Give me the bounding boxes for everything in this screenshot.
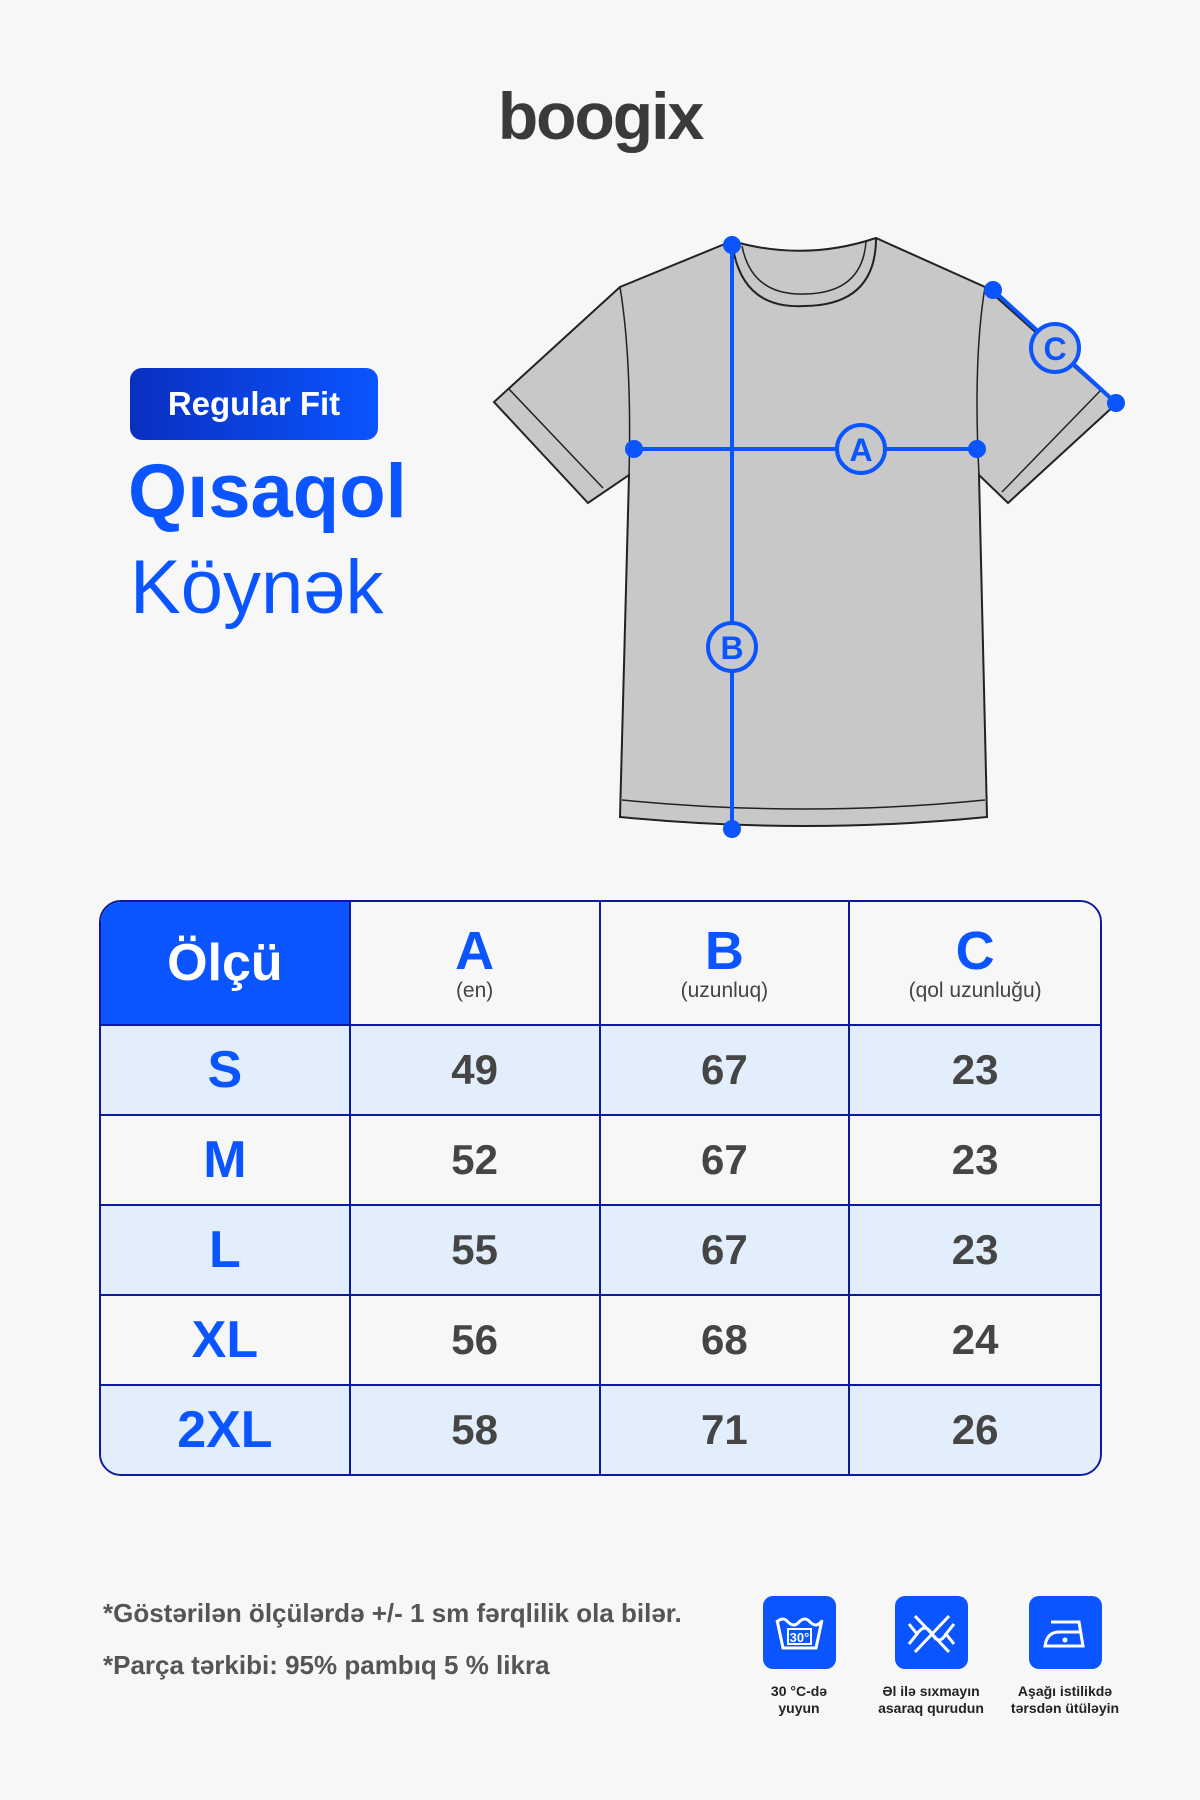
cell-size: M bbox=[101, 1116, 351, 1206]
note-fabric: *Parça tərkibi: 95% pambıq 5 % likra bbox=[103, 1650, 550, 1680]
cell-a: 58 bbox=[350, 1386, 601, 1474]
table-row: S 49 67 23 bbox=[101, 1026, 1100, 1116]
header-b: B (uzunluq) bbox=[600, 902, 851, 1026]
cell-c: 23 bbox=[850, 1206, 1100, 1296]
note-tolerance: *Göstərilən ölçülərdə +/- 1 sm fərqlilik… bbox=[103, 1598, 682, 1628]
tshirt-shape bbox=[492, 236, 1118, 827]
cell-a: 55 bbox=[350, 1206, 601, 1296]
care-label-line2: tərsdən ütüləyin bbox=[1010, 1700, 1120, 1716]
table-header: Ölçü A (en) B (uzunluq) C (qol uzunluğu) bbox=[101, 902, 1100, 1026]
cell-a: 52 bbox=[350, 1116, 601, 1206]
cell-c: 23 bbox=[850, 1026, 1100, 1116]
cell-size: XL bbox=[101, 1296, 351, 1386]
cell-b: 67 bbox=[600, 1116, 851, 1206]
label-a: A bbox=[849, 432, 872, 468]
product-title-line2: Köynək bbox=[130, 545, 384, 630]
brand-logo: boogix bbox=[497, 79, 704, 153]
table-row: L 55 67 23 bbox=[101, 1206, 1100, 1296]
svg-text:30°: 30° bbox=[789, 1630, 809, 1645]
cell-size: L bbox=[101, 1206, 351, 1296]
label-c: C bbox=[1043, 331, 1066, 367]
cell-size: S bbox=[101, 1026, 351, 1116]
label-b: B bbox=[720, 630, 743, 666]
cell-b: 71 bbox=[600, 1386, 851, 1474]
header-a: A (en) bbox=[350, 902, 601, 1026]
cell-b: 67 bbox=[600, 1206, 851, 1296]
iron-low-icon bbox=[1028, 1596, 1102, 1669]
cell-c: 26 bbox=[850, 1386, 1100, 1474]
table-row: XL 56 68 24 bbox=[101, 1296, 1100, 1386]
cell-a: 56 bbox=[350, 1296, 601, 1386]
fit-badge: Regular Fit bbox=[130, 368, 378, 440]
product-title-line1: Qısaqol bbox=[128, 449, 407, 534]
care-label-line1: 30 °C-də bbox=[770, 1683, 828, 1699]
care-label-line1: Əl ilə sıxmayın bbox=[882, 1683, 980, 1699]
cell-size: 2XL bbox=[101, 1386, 351, 1474]
care-label-line1: Aşağı istilikdə bbox=[1017, 1683, 1113, 1699]
care-wring: Əl ilə sıxmayın asaraq qurudun bbox=[861, 1596, 1001, 1717]
header-size: Ölçü bbox=[101, 902, 351, 1026]
cell-b: 68 bbox=[600, 1296, 851, 1386]
care-iron: Aşağı istilikdə tərsdən ütüləyin bbox=[995, 1596, 1135, 1717]
wash-30-icon: 30° bbox=[762, 1596, 836, 1669]
table-row: M 52 67 23 bbox=[101, 1116, 1100, 1206]
header-c: C (qol uzunluğu) bbox=[850, 902, 1100, 1026]
cell-a: 49 bbox=[350, 1026, 601, 1116]
do-not-wring-icon bbox=[894, 1596, 968, 1669]
care-label-line2: yuyun bbox=[778, 1700, 820, 1716]
cell-c: 23 bbox=[850, 1116, 1100, 1206]
table-row: 2XL 58 71 26 bbox=[101, 1386, 1100, 1474]
care-wash: 30° 30 °C-də yuyun bbox=[729, 1596, 869, 1717]
cell-c: 24 bbox=[850, 1296, 1100, 1386]
care-label-line2: asaraq qurudun bbox=[878, 1700, 984, 1716]
cell-b: 67 bbox=[600, 1026, 851, 1116]
